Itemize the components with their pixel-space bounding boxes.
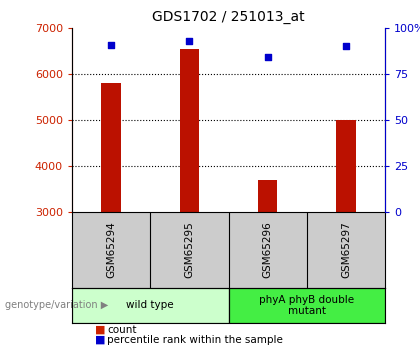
Text: genotype/variation ▶: genotype/variation ▶ (5, 300, 108, 310)
Text: ■: ■ (95, 335, 109, 345)
Bar (101, 83, 121, 212)
Point (186, 38, 193, 43)
Point (264, 55, 271, 60)
Bar (180, 49, 199, 212)
Text: count: count (107, 325, 136, 335)
Text: percentile rank within the sample: percentile rank within the sample (107, 335, 283, 345)
Bar (258, 180, 277, 212)
Text: ■: ■ (95, 325, 109, 335)
Title: GDS1702 / 251013_at: GDS1702 / 251013_at (152, 10, 305, 24)
Bar (228, 288, 385, 323)
Text: GSM65294: GSM65294 (106, 221, 116, 278)
Text: wild type: wild type (126, 300, 174, 310)
Point (108, 42, 115, 47)
Point (343, 43, 349, 49)
Bar (336, 120, 356, 212)
Bar (72, 288, 228, 323)
Text: GSM65296: GSM65296 (262, 221, 273, 278)
Text: GSM65295: GSM65295 (184, 221, 194, 278)
Text: phyA phyB double
mutant: phyA phyB double mutant (259, 295, 354, 316)
Text: GSM65297: GSM65297 (341, 221, 351, 278)
